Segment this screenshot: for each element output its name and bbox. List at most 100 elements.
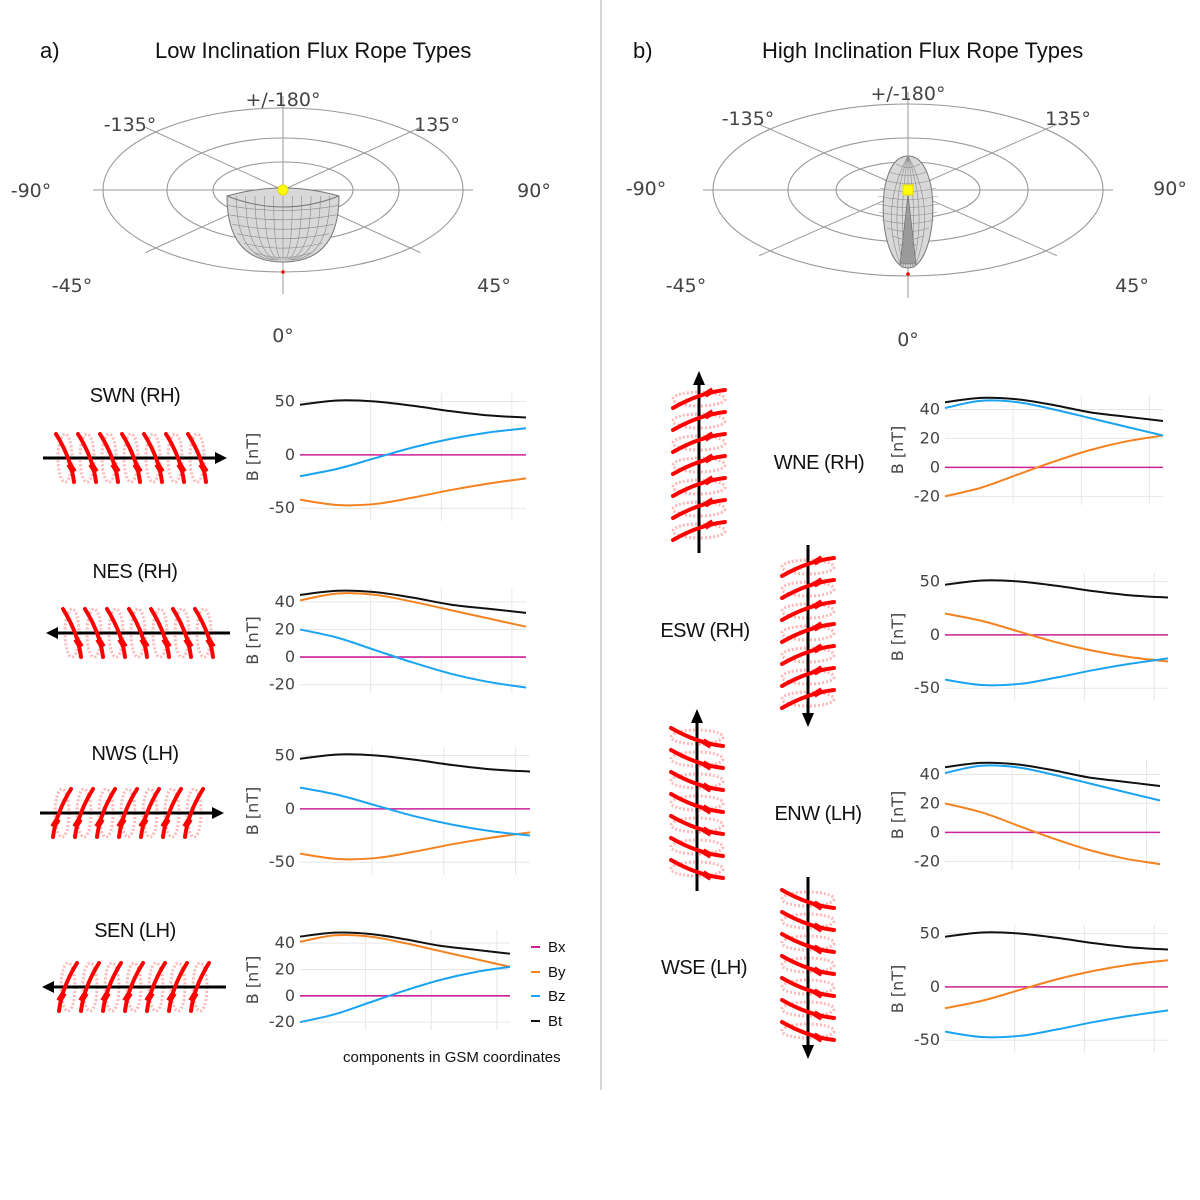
chart-1-series-bt xyxy=(299,589,527,614)
polar-a-label-neg45: -45° xyxy=(52,275,93,297)
flux-rope-icon-nws xyxy=(40,787,224,839)
polar-a-wireframe xyxy=(226,187,340,263)
chart-6-series-by xyxy=(944,802,1161,866)
chart-5-ytick-0: 50 xyxy=(920,572,940,591)
rope-label-sen: SEN (LH) xyxy=(94,920,176,942)
chart-4: 40 20 0 -20 B [nT] xyxy=(888,395,1164,505)
chart-6-ytick-1: 20 xyxy=(920,793,940,812)
flux-rope-icon-esw xyxy=(780,545,836,727)
chart-4-ytick-3: -20 xyxy=(914,486,940,505)
chart-1-series-bz xyxy=(299,628,527,689)
polar-a-marker xyxy=(277,184,289,196)
polar-b-label-neg135: -135° xyxy=(722,108,775,130)
chart-0: 50 0 -50 B [nT] xyxy=(243,392,527,521)
legend-label-bt: Bt xyxy=(548,1013,563,1030)
polar-b-marker xyxy=(902,184,914,196)
chart-0-series-bz xyxy=(299,427,527,478)
polar-a-label-0: 0° xyxy=(272,325,294,347)
chart-1-ytick-0: 40 xyxy=(275,592,295,611)
rope-label-wne: WNE (RH) xyxy=(774,452,864,474)
flux-rope-icon-wne xyxy=(671,371,727,553)
polar-b-wireframe xyxy=(877,155,939,269)
chart-7-ytick-2: -50 xyxy=(914,1030,940,1049)
chart-6-ytick-2: 0 xyxy=(930,822,940,841)
chart-0-series-bt xyxy=(299,399,527,419)
chart-7-series-bz xyxy=(944,1009,1169,1039)
chart-5-ylabel: B [nT] xyxy=(888,613,907,661)
chart-3-ytick-0: 40 xyxy=(275,933,295,952)
chart-1-ylabel: B [nT] xyxy=(243,616,262,664)
chart-0-ytick-1: 0 xyxy=(285,445,295,464)
chart-2: 50 0 -50 B [nT] xyxy=(243,746,531,875)
chart-1: 40 20 0 -20 B [nT] xyxy=(243,588,527,694)
coordinate-note: components in GSM coordinates xyxy=(343,1049,561,1066)
panel-b-letter: b) xyxy=(633,38,653,63)
chart-4-series-by xyxy=(944,434,1164,498)
flux-rope-icon-wse xyxy=(780,877,836,1059)
chart-0-ylabel: B [nT] xyxy=(243,433,262,481)
chart-4-series-bz xyxy=(944,399,1164,437)
flux-rope-icon-sen xyxy=(42,961,226,1013)
panel-a-letter: a) xyxy=(40,38,60,63)
rope-label-swn: SWN (RH) xyxy=(90,385,180,407)
chart-1-ytick-1: 20 xyxy=(275,619,295,638)
rope-label-nes: NES (RH) xyxy=(93,561,178,583)
chart-5-ytick-1: 0 xyxy=(930,625,940,644)
panel-b-title: High Inclination Flux Rope Types xyxy=(762,38,1083,63)
rope-label-nws: NWS (LH) xyxy=(91,743,178,765)
chart-6-ytick-3: -20 xyxy=(914,851,940,870)
chart-5-ytick-2: -50 xyxy=(914,678,940,697)
chart-7: 50 0 -50 B [nT] xyxy=(888,924,1169,1053)
chart-6-series-bt xyxy=(944,761,1161,788)
chart-3-ytick-1: 20 xyxy=(275,959,295,978)
polar-a-label-135: 135° xyxy=(414,114,460,136)
chart-1-ytick-2: 0 xyxy=(285,647,295,666)
polar-plot-low-inclination xyxy=(93,96,473,294)
flux-rope-icons xyxy=(40,371,836,1059)
polar-a-label-neg135: -135° xyxy=(104,114,157,136)
chart-3-series-bz xyxy=(299,965,511,1024)
legend-label-bz: Bz xyxy=(548,988,566,1005)
chart-7-ytick-0: 50 xyxy=(920,924,940,943)
chart-4-ytick-0: 40 xyxy=(920,399,940,418)
polar-b-label-90: 90° xyxy=(1153,178,1187,200)
legend-label-by: By xyxy=(548,964,566,981)
chart-1-series-by xyxy=(299,592,527,628)
chart-4-ytick-1: 20 xyxy=(920,428,940,447)
chart-2-series-by xyxy=(299,831,531,861)
legend: Bx By Bz Bt xyxy=(531,939,566,1030)
chart-3-series-by xyxy=(299,933,511,968)
chart-6-series-bz xyxy=(944,764,1161,802)
chart-3-ytick-2: 0 xyxy=(285,986,295,1005)
chart-1-ytick-3: -20 xyxy=(269,675,295,694)
flux-rope-icon-swn xyxy=(43,432,227,484)
chart-3-series-bt xyxy=(299,931,511,955)
chart-7-series-by xyxy=(944,959,1169,1010)
chart-6: 40 20 0 -20 B [nT] xyxy=(888,760,1161,870)
chart-5-series-bt xyxy=(944,579,1169,599)
polar-plot-high-inclination xyxy=(703,92,1113,298)
chart-0-ytick-0: 50 xyxy=(275,392,295,411)
rope-label-enw: ENW (LH) xyxy=(774,803,861,825)
polar-b-dot xyxy=(906,272,910,276)
chart-2-ytick-2: -50 xyxy=(269,852,295,871)
chart-4-series-bt xyxy=(944,396,1164,423)
panel-a-title: Low Inclination Flux Rope Types xyxy=(155,38,471,63)
flux-rope-icon-nes xyxy=(46,607,230,659)
polar-b-label-45: 45° xyxy=(1115,275,1149,297)
polar-b-label-neg90: -90° xyxy=(626,178,667,200)
chart-3-ylabel: B [nT] xyxy=(243,956,262,1004)
chart-3-ytick-3: -20 xyxy=(269,1012,295,1031)
chart-7-series-bt xyxy=(944,931,1169,951)
polar-a-label-45: 45° xyxy=(477,275,511,297)
chart-0-ytick-2: -50 xyxy=(269,498,295,517)
flux-rope-icon-enw xyxy=(669,709,725,891)
chart-2-ylabel: B [nT] xyxy=(243,787,262,835)
chart-3: 40 20 0 -20 B [nT] xyxy=(243,930,511,1031)
rope-label-esw: ESW (RH) xyxy=(660,620,749,642)
chart-5-series-by xyxy=(944,612,1169,663)
polar-b-label-180: +/-180° xyxy=(871,83,946,105)
chart-5-series-bz xyxy=(944,657,1169,687)
